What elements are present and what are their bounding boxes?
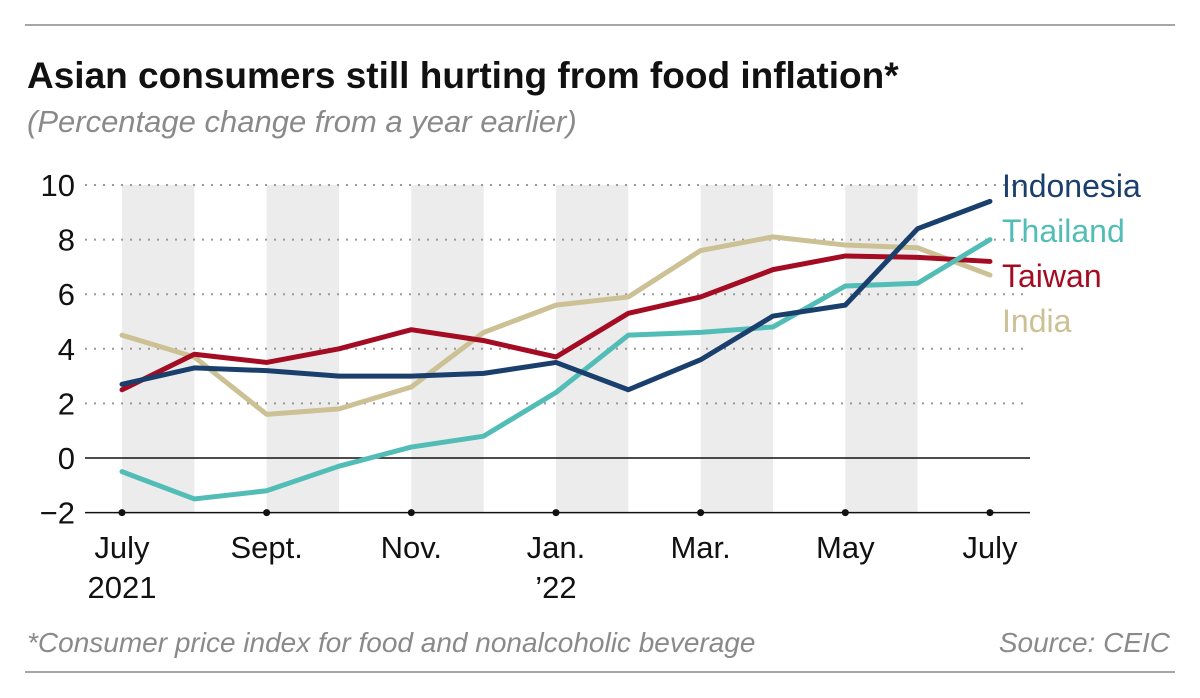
x-tick-dot bbox=[841, 509, 849, 517]
y-tick-label: 10 bbox=[41, 168, 75, 203]
source-note: Source: CEIC bbox=[999, 627, 1171, 658]
chart-title: Asian consumers still hurting from food … bbox=[27, 55, 899, 96]
y-tick-label: 8 bbox=[58, 223, 75, 258]
y-tick-label: −2 bbox=[40, 496, 75, 531]
x-tick-dot bbox=[986, 509, 994, 517]
legend-label-indonesia: Indonesia bbox=[1002, 168, 1141, 204]
series-line-india bbox=[119, 234, 993, 417]
x-tick-dot bbox=[407, 509, 415, 517]
x-tick-label: May bbox=[816, 530, 875, 565]
y-tick-label: 6 bbox=[58, 277, 75, 312]
x-tick-dot bbox=[552, 509, 560, 517]
shaded-band bbox=[845, 185, 918, 513]
x-tick-label: Mar. bbox=[670, 530, 730, 565]
x-tick-dot bbox=[263, 509, 271, 517]
series-line-thailand bbox=[119, 237, 993, 502]
x-tick-dot bbox=[118, 509, 126, 517]
series-line-taiwan bbox=[119, 253, 993, 393]
y-tick-label: 4 bbox=[58, 332, 75, 367]
x-tick-label-year: 2021 bbox=[88, 570, 157, 605]
x-tick-label: Nov. bbox=[381, 530, 442, 565]
series-line-indonesia bbox=[119, 198, 993, 393]
x-tick-label: Jan. bbox=[527, 530, 586, 565]
x-tick-label-year: ’22 bbox=[535, 570, 576, 605]
x-tick-dot bbox=[697, 509, 705, 517]
legend-label-taiwan: Taiwan bbox=[1002, 258, 1102, 294]
y-tick-label: 0 bbox=[58, 441, 75, 476]
legend-label-thailand: Thailand bbox=[1002, 213, 1125, 249]
footnote: *Consumer price index for food and nonal… bbox=[27, 627, 755, 658]
x-tick-label: July bbox=[962, 530, 1018, 565]
x-tick-label: July bbox=[94, 530, 150, 565]
shaded-band bbox=[700, 185, 773, 513]
chart-subtitle: (Percentage change from a year earlier) bbox=[27, 104, 577, 139]
x-tick-label: Sept. bbox=[230, 530, 302, 565]
y-tick-label: 2 bbox=[58, 386, 75, 421]
legend-label-india: India bbox=[1002, 303, 1072, 339]
